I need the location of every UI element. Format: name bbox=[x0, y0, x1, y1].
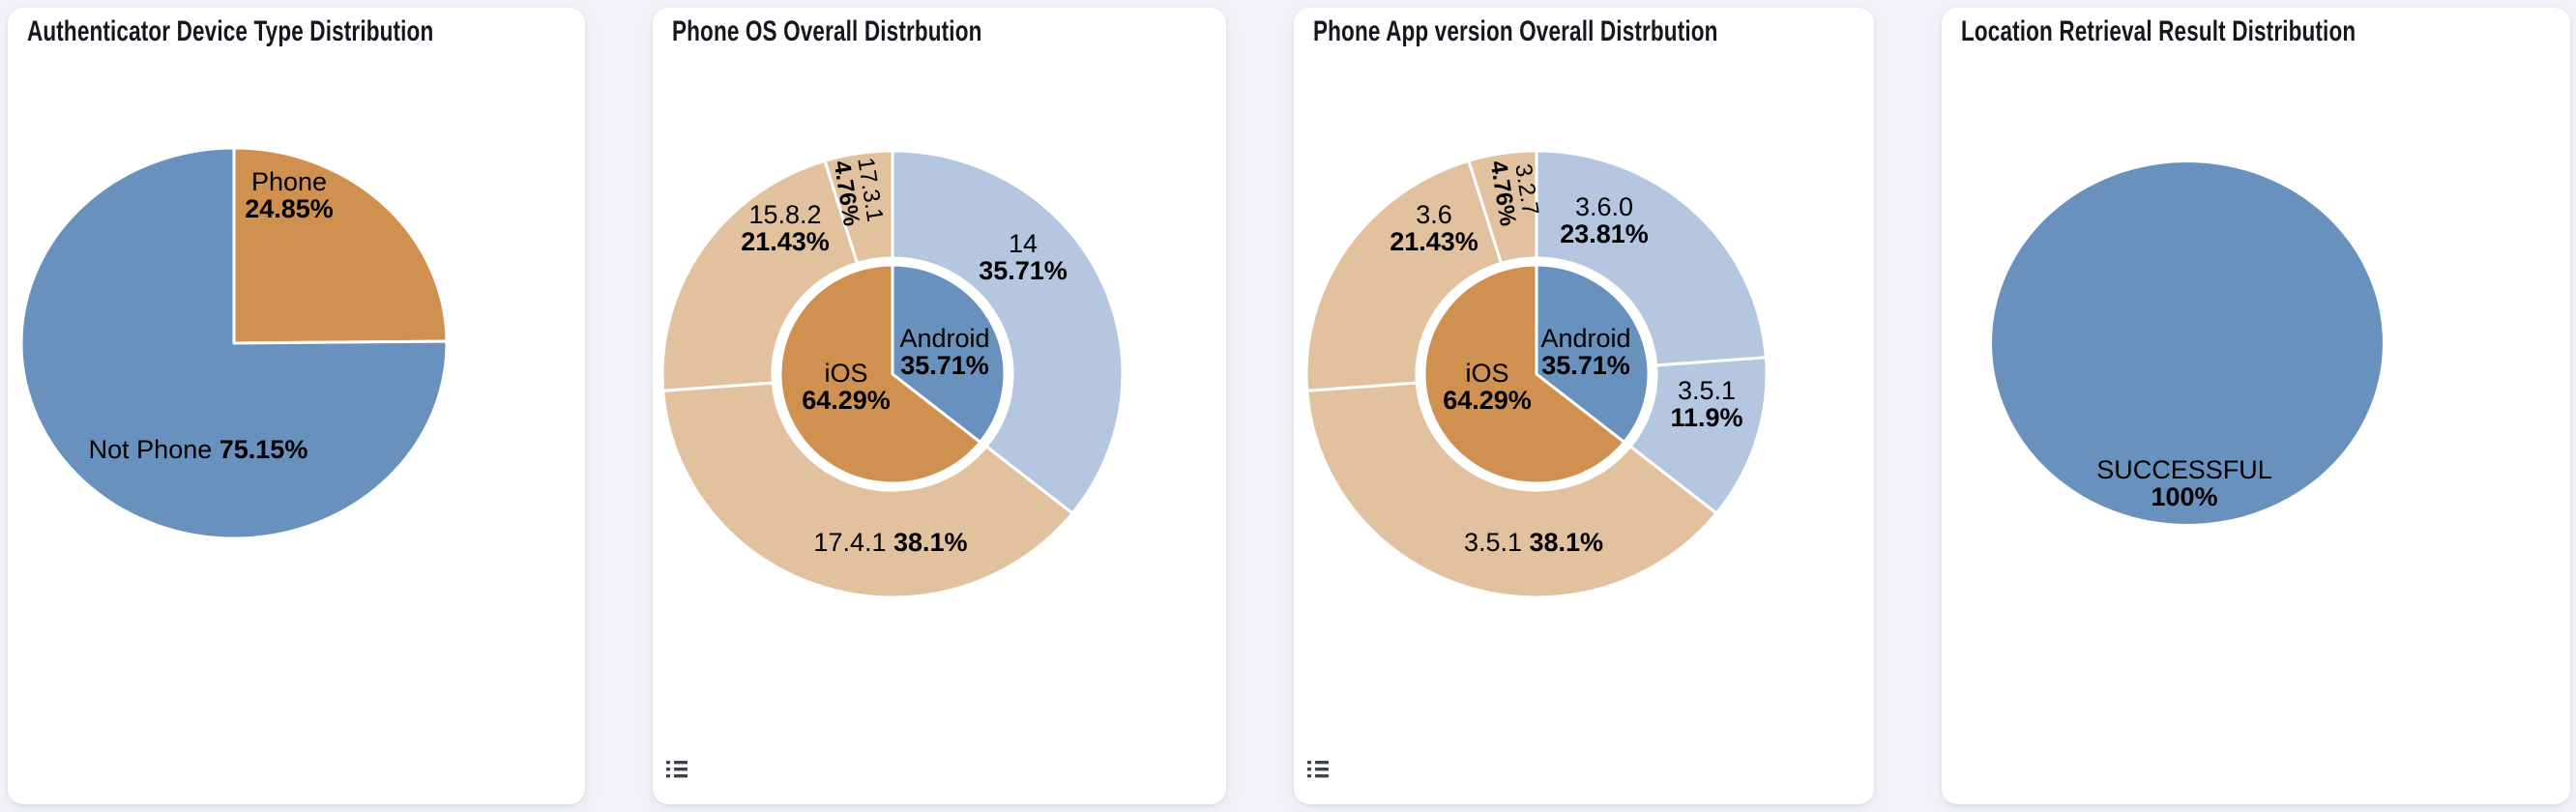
svg-text:35.71%: 35.71% bbox=[900, 351, 989, 380]
svg-text:3.5.1 38.1%: 3.5.1 38.1% bbox=[1464, 528, 1603, 557]
sunburst-outer-slice-17.3.1[interactable] bbox=[823, 149, 894, 265]
chart-card-authenticator-device-type: Authenticator Device Type Distribution P… bbox=[8, 8, 585, 804]
svg-text:24.85%: 24.85% bbox=[245, 194, 334, 223]
svg-text:3.6: 3.6 bbox=[1416, 200, 1452, 229]
chart-title: Location Retrieval Result Distribution bbox=[1961, 15, 2356, 47]
svg-text:21.43%: 21.43% bbox=[1390, 227, 1478, 256]
pie-slice-not-phone[interactable] bbox=[19, 146, 449, 540]
chart-title: Phone App version Overall Distrbution bbox=[1313, 15, 1718, 47]
svg-text:11.9%: 11.9% bbox=[1670, 403, 1742, 432]
chart-card-phone-os: Phone OS Overall Distrbution Android 35.7… bbox=[653, 8, 1226, 804]
sunburst-outer-slice-3.6-label: 3.621.43% bbox=[1390, 200, 1478, 256]
sunburst-chart-phone-app-version[interactable]: Android35.71%iOS64.29%3.6.023.81%3.5.111… bbox=[1294, 8, 1874, 804]
pie-slice-successful[interactable] bbox=[1992, 162, 2383, 524]
chart-title: Authenticator Device Type Distribution bbox=[27, 15, 434, 47]
svg-text:21.43%: 21.43% bbox=[741, 227, 830, 256]
svg-text:23.81%: 23.81% bbox=[1560, 219, 1649, 248]
list-icon[interactable] bbox=[1306, 758, 1330, 781]
svg-text:14: 14 bbox=[1009, 229, 1038, 258]
sunburst-inner-slice-android[interactable] bbox=[891, 263, 1007, 444]
svg-text:Android: Android bbox=[1540, 324, 1630, 353]
sunburst-outer-slice-3.5.1-label: 3.5.111.9% bbox=[1670, 376, 1742, 432]
svg-text:Phone: Phone bbox=[251, 167, 327, 196]
list-icon[interactable] bbox=[665, 758, 688, 781]
chart-card-location-retrieval-result: Location Retrieval Result Distribution S… bbox=[1942, 8, 2570, 804]
sunburst-outer-slice-15.8.2-label: 15.8.221.43% bbox=[741, 200, 830, 256]
svg-text:100%: 100% bbox=[2151, 482, 2217, 511]
sunburst-outer-slice-17.4.1-label: 17.4.1 38.1% bbox=[813, 528, 967, 557]
sunburst-outer-slice-3.6[interactable] bbox=[1304, 159, 1503, 392]
svg-text:35.71%: 35.71% bbox=[1541, 351, 1630, 380]
sunburst-inner-slice-ios[interactable] bbox=[1422, 263, 1626, 485]
svg-text:iOS: iOS bbox=[1465, 359, 1508, 388]
svg-text:64.29%: 64.29% bbox=[802, 386, 891, 415]
svg-text:SUCCESSFUL: SUCCESSFUL bbox=[2096, 455, 2272, 484]
svg-text:17.4.1 38.1%: 17.4.1 38.1% bbox=[813, 528, 967, 557]
svg-text:3.6.0: 3.6.0 bbox=[1575, 192, 1633, 221]
sunburst-outer-slice-3.5.1-label: 3.5.1 38.1% bbox=[1464, 528, 1603, 557]
svg-text:15.8.2: 15.8.2 bbox=[748, 200, 821, 229]
sunburst-inner-slice-ios[interactable] bbox=[778, 263, 982, 485]
sunburst-outer-slice-3.6.0-label: 3.6.023.81% bbox=[1560, 192, 1649, 248]
sunburst-outer-slice-17.4.1[interactable] bbox=[661, 381, 1074, 599]
chart-card-phone-app-version: Phone App version Overall Distrbution An… bbox=[1294, 8, 1874, 804]
pie-slice-not-phone-label: Not Phone 75.15% bbox=[89, 435, 308, 464]
sunburst-outer-slice-14[interactable] bbox=[891, 149, 1125, 515]
sunburst-outer-slice-3.2.7[interactable] bbox=[1467, 149, 1538, 265]
pie-slice-phone[interactable] bbox=[232, 146, 449, 345]
svg-text:35.71%: 35.71% bbox=[979, 256, 1068, 285]
sunburst-outer-slice-15.8.2[interactable] bbox=[660, 159, 859, 392]
svg-text:iOS: iOS bbox=[824, 359, 867, 388]
sunburst-outer-slice-3.6.0[interactable] bbox=[1535, 149, 1768, 367]
svg-text:3.5.1: 3.5.1 bbox=[1678, 376, 1736, 405]
sunburst-inner-slice-android[interactable] bbox=[1535, 263, 1651, 444]
svg-text:Android: Android bbox=[899, 324, 989, 353]
sunburst-outer-slice-3.5.1[interactable] bbox=[1305, 381, 1718, 599]
sunburst-outer-slice-17.3.1-label: 17.3.14.76% bbox=[829, 156, 889, 228]
svg-text:64.29%: 64.29% bbox=[1443, 386, 1532, 415]
chart-title: Phone OS Overall Distrbution bbox=[672, 15, 982, 47]
svg-text:Not Phone 75.15%: Not Phone 75.15% bbox=[89, 435, 308, 464]
